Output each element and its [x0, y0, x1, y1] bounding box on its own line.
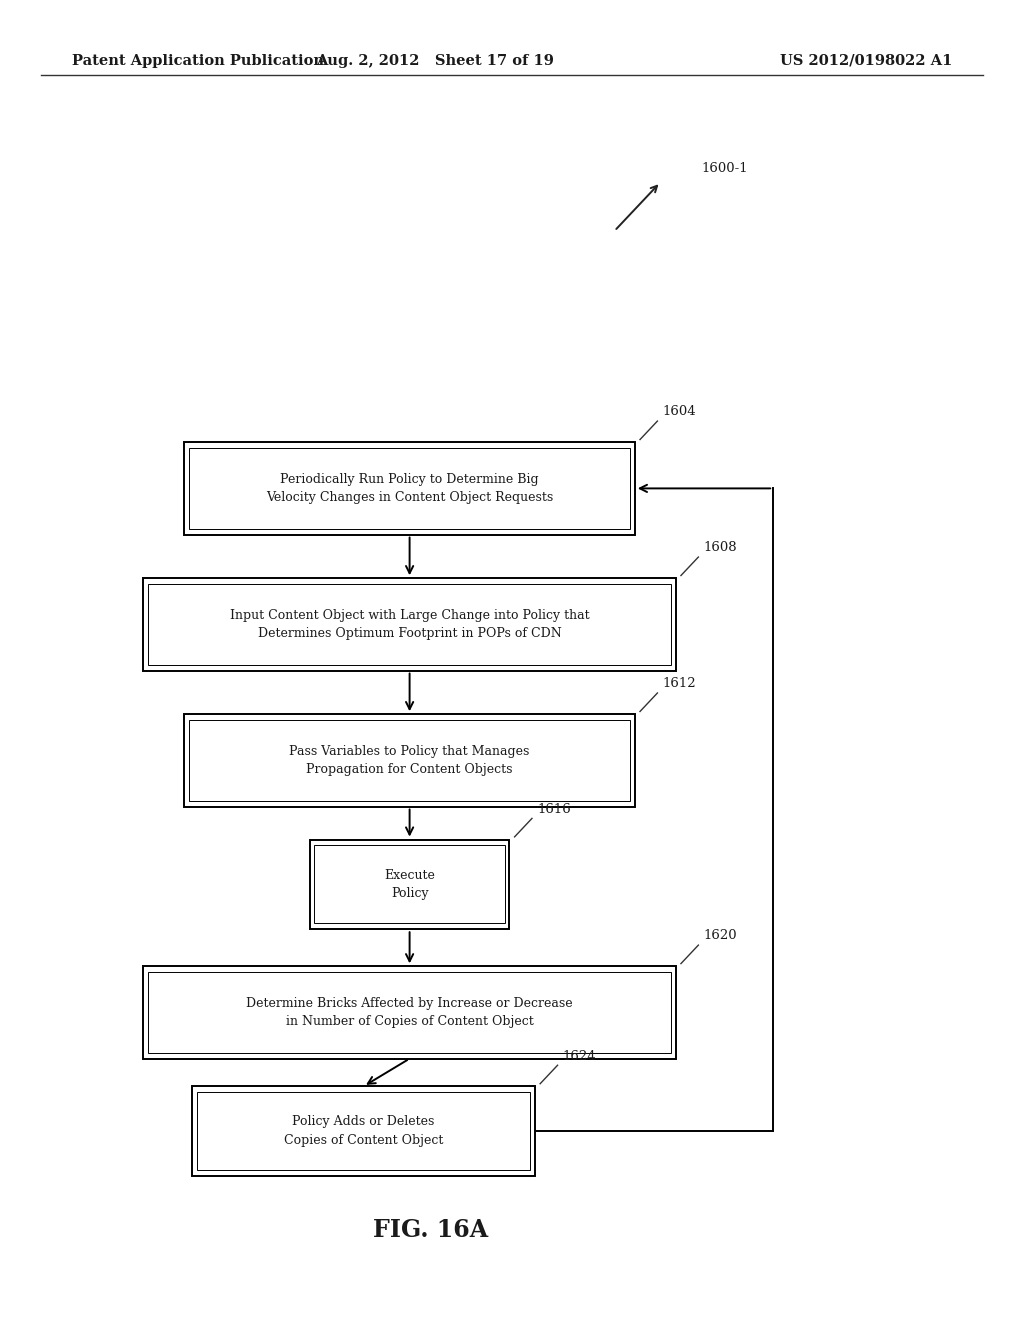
Bar	[148, 972, 672, 1053]
Bar	[189, 721, 631, 800]
Text: Policy Adds or Deletes
Copies of Content Object: Policy Adds or Deletes Copies of Content…	[284, 1115, 443, 1147]
Bar	[184, 714, 635, 807]
Text: Execute
Policy: Execute Policy	[384, 869, 435, 900]
Bar	[189, 449, 631, 529]
Bar	[197, 1093, 530, 1171]
Bar	[143, 578, 676, 671]
Text: 1616: 1616	[537, 803, 570, 816]
Bar	[184, 442, 635, 535]
Text: 1612: 1612	[663, 677, 696, 690]
Text: Aug. 2, 2012   Sheet 17 of 19: Aug. 2, 2012 Sheet 17 of 19	[316, 54, 554, 67]
Bar	[191, 1086, 535, 1176]
Text: 1604: 1604	[663, 405, 696, 418]
Bar	[314, 845, 505, 924]
Text: Determine Bricks Affected by Increase or Decrease
in Number of Copies of Content: Determine Bricks Affected by Increase or…	[247, 997, 572, 1028]
Bar	[148, 583, 672, 665]
Text: 1608: 1608	[703, 541, 737, 554]
Text: 1624: 1624	[563, 1049, 596, 1063]
Bar	[143, 966, 676, 1059]
Text: 1620: 1620	[703, 929, 737, 942]
Text: Input Content Object with Large Change into Policy that
Determines Optimum Footp: Input Content Object with Large Change i…	[229, 609, 590, 640]
Text: Pass Variables to Policy that Manages
Propagation for Content Objects: Pass Variables to Policy that Manages Pr…	[290, 744, 529, 776]
Bar	[309, 840, 510, 929]
Text: US 2012/0198022 A1: US 2012/0198022 A1	[780, 54, 952, 67]
Text: FIG. 16A: FIG. 16A	[373, 1218, 487, 1242]
Text: Patent Application Publication: Patent Application Publication	[72, 54, 324, 67]
Text: 1600-1: 1600-1	[701, 162, 749, 176]
Text: Periodically Run Policy to Determine Big
Velocity Changes in Content Object Requ: Periodically Run Policy to Determine Big…	[266, 473, 553, 504]
